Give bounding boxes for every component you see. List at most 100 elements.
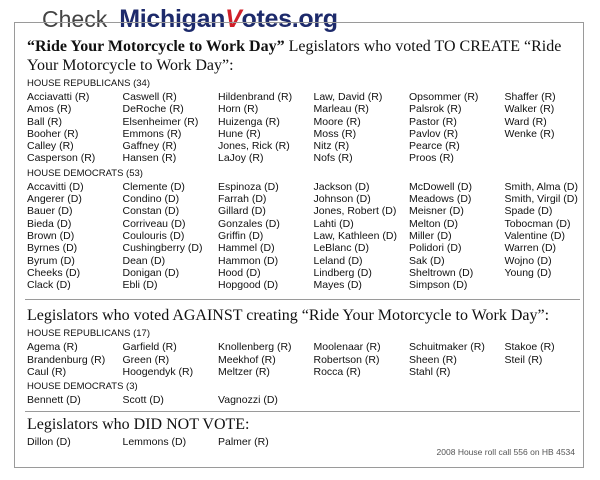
legislator-name: Cheeks (D) bbox=[27, 266, 81, 279]
legislator-name: Young (D) bbox=[504, 266, 552, 279]
separator bbox=[25, 410, 580, 412]
name-column: Schuitmaker (R) Sheen (R) Stahl (R) bbox=[409, 341, 505, 378]
legislator-name: Smith, Virgil (D) bbox=[504, 193, 578, 206]
legislator-name: Valentine (D) bbox=[504, 229, 566, 242]
group-label: HOUSE REPUBLICANS (34) bbox=[27, 78, 151, 89]
legislator-name: Sheltrown (D) bbox=[409, 266, 474, 279]
legislator-name: Caswell (R) bbox=[122, 91, 177, 103]
name-grid: Acciavatti (R) Amos (R) Ball (R) Booher (R)… bbox=[27, 91, 580, 165]
name-grid: Dillon (D) Lemmons (D) Palmer (R) bbox=[27, 436, 580, 448]
legislator-name: Steil (R) bbox=[504, 353, 543, 366]
legislator-name: Palmer (R) bbox=[218, 435, 269, 448]
legislator-name: Pastor (R) bbox=[409, 115, 457, 128]
group-label: HOUSE DEMOCRATS (53) bbox=[27, 167, 143, 179]
group-label: HOUSE REPUBLICANS (17) bbox=[27, 328, 151, 340]
brand-part: otes.org bbox=[241, 5, 339, 33]
legislator-name: Johnson (D) bbox=[313, 193, 371, 206]
name-column: Dillon (D) bbox=[27, 436, 123, 448]
name-grid: Agema (R) Brandenburg (R) Caul (R) Garfield… bbox=[27, 341, 580, 378]
roll-call-box: “Ride Your Motorcycle to Work Day” Legis… bbox=[14, 22, 584, 468]
name-column: Espinoza (D) Farrah (D) Gillard (D) Gonzale… bbox=[218, 181, 314, 292]
logo-check: Check bbox=[42, 6, 108, 32]
name-column: McDowell (D) Meadows (D) Meisner (D) Melton… bbox=[409, 181, 505, 292]
legislator-name: Corriveau (D) bbox=[122, 217, 186, 230]
legislator-name: Smith, Alma (D) bbox=[504, 180, 579, 193]
name-column: Opsommer (R) Palsrok (R) Pastor (R) Pavlov … bbox=[409, 91, 505, 165]
name-column: Vagnozzi (D) bbox=[218, 394, 314, 406]
legislator-name: Melton (D) bbox=[409, 217, 459, 230]
name-column: Caswell (R) DeRoche (R) Elsenheimer (R) Emm… bbox=[123, 91, 219, 165]
legislator-name: Jackson (D) bbox=[313, 180, 370, 193]
legislator-name: Ebli (D) bbox=[122, 279, 158, 292]
legislator-name: Bieda (D) bbox=[27, 217, 72, 230]
legislator-name: Donigan (D) bbox=[122, 266, 180, 279]
legislator-name: Meekhof (R) bbox=[218, 353, 276, 366]
legislator-name: Lahti (D) bbox=[313, 217, 354, 230]
legislator-name: Caul (R) bbox=[27, 366, 67, 379]
legislator-name: Wenke (R) bbox=[504, 127, 555, 140]
name-grid: Accavitti (D) Angerer (D) Bauer (D) Bieda (… bbox=[27, 181, 580, 292]
legislator-name: Pavlov (R) bbox=[409, 127, 459, 140]
legislator-name: Ward (R) bbox=[504, 115, 547, 128]
legislator-name: Meisner (D) bbox=[409, 205, 464, 218]
legislator-name: Schuitmaker (R) bbox=[409, 341, 485, 354]
legislator-name: Calley (R) bbox=[27, 140, 74, 153]
legislator-name: Walker (R) bbox=[504, 103, 555, 116]
legislator-name: Lindberg (D) bbox=[313, 266, 372, 279]
legislator-name: Hoogendyk (R) bbox=[122, 366, 194, 379]
legislator-name: Hood (D) bbox=[218, 266, 261, 279]
section-title: Legislators who DID NOT VOTE: bbox=[27, 415, 250, 433]
section-title: “Ride Your Motorcycle to Work Day” Legis… bbox=[27, 37, 580, 75]
legislator-name: Stahl (R) bbox=[409, 366, 451, 379]
legislator-name: Cushingberry (D) bbox=[122, 242, 203, 255]
legislator-name: Condino (D) bbox=[122, 193, 180, 206]
legislator-name: Gaffney (R) bbox=[122, 140, 177, 153]
name-column: Garfield (R) Green (R) Hoogendyk (R) bbox=[123, 341, 219, 378]
name-column: Lemmons (D) bbox=[123, 436, 219, 448]
legislator-name: Hune (R) bbox=[218, 127, 261, 140]
legislator-name: LeBlanc (D) bbox=[313, 242, 369, 255]
section-body: Dillon (D) Lemmons (D) Palmer (R) bbox=[25, 436, 580, 448]
legislator-name: Shaffer (R) bbox=[504, 91, 556, 103]
legislator-name: Spade (D) bbox=[504, 205, 553, 218]
legislator-name: Jones, Rick (R) bbox=[218, 140, 290, 153]
legislator-name: Coulouris (D) bbox=[122, 229, 185, 242]
legislator-name: Stakoe (R) bbox=[504, 341, 555, 354]
legislator-name: Warren (D) bbox=[504, 242, 557, 255]
name-column: Clemente (D) Condino (D) Constan (D) Corriv… bbox=[123, 181, 219, 292]
name-column: Acciavatti (R) Amos (R) Ball (R) Booher (R)… bbox=[27, 91, 123, 165]
name-column: Agema (R) Brandenburg (R) Caul (R) bbox=[27, 341, 123, 378]
legislator-name: Casperson (R) bbox=[27, 152, 96, 165]
legislator-name: Griffin (D) bbox=[218, 229, 264, 242]
legislator-name: Gonzales (D) bbox=[218, 217, 280, 230]
legislator-name: Polidori (D) bbox=[409, 242, 462, 255]
legislator-name: Wojno (D) bbox=[504, 254, 552, 267]
legislator-name: Green (R) bbox=[122, 353, 170, 366]
legislator-name: Opsommer (R) bbox=[409, 91, 479, 103]
legislator-name: Farrah (D) bbox=[218, 193, 267, 206]
legislator-name: Miller (D) bbox=[409, 229, 452, 242]
legislator-name: Bennett (D) bbox=[27, 394, 81, 407]
legislator-name: Marleau (R) bbox=[313, 103, 369, 116]
name-column: Moolenaar (R) Robertson (R) Rocca (R) bbox=[314, 341, 410, 378]
name-column: Accavitti (D) Angerer (D) Bauer (D) Bieda (… bbox=[27, 181, 123, 292]
legislator-name: Accavitti (D) bbox=[27, 180, 84, 193]
legislator-name: Proos (R) bbox=[409, 152, 454, 165]
legislator-name: Tobocman (D) bbox=[504, 217, 571, 230]
legislator-name: Nitz (R) bbox=[313, 140, 350, 153]
legislator-name: Rocca (R) bbox=[313, 366, 361, 379]
legislator-name: Simpson (D) bbox=[409, 279, 468, 292]
brand-check-v: V bbox=[225, 5, 242, 33]
legislator-name: Pearce (R) bbox=[409, 140, 460, 153]
legislator-name: Moolenaar (R) bbox=[313, 341, 381, 354]
legislator-name: Acciavatti (R) bbox=[27, 91, 90, 103]
name-column: Scott (D) bbox=[123, 394, 219, 406]
legislator-name: Nofs (R) bbox=[313, 152, 353, 165]
name-grid: Bennett (D) Scott (D) Vagnozzi (D) bbox=[27, 394, 580, 406]
legislator-name: Knollenberg (R) bbox=[218, 341, 292, 354]
legislator-name: Jones, Robert (D) bbox=[313, 205, 397, 218]
legislator-name: Meltzer (R) bbox=[218, 366, 270, 379]
legislator-name: Leland (D) bbox=[313, 254, 363, 267]
legislator-name: Dillon (D) bbox=[27, 435, 71, 448]
